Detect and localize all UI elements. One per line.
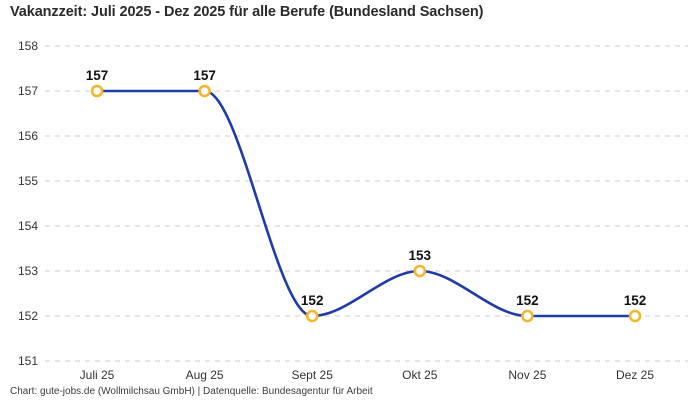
data-point-label: 152: [624, 293, 647, 308]
x-axis-tick-label: Dez 25: [616, 368, 654, 382]
data-point-label: 157: [193, 68, 216, 83]
y-axis-tick-label: 156: [18, 129, 38, 143]
y-axis-tick-label: 151: [18, 354, 38, 368]
data-point-marker: [305, 309, 319, 323]
data-point-label: 157: [86, 68, 109, 83]
y-axis-tick-label: 153: [18, 264, 38, 278]
y-axis-tick-label: 152: [18, 309, 38, 323]
y-axis-tick-label: 154: [18, 219, 38, 233]
data-point-label: 152: [516, 293, 539, 308]
chart-title: Vakanzzeit: Juli 2025 - Dez 2025 für all…: [10, 4, 484, 20]
chart-attribution: Chart: gute-jobs.de (Wollmilchsau GmbH) …: [10, 386, 373, 397]
x-axis-tick-label: Okt 25: [402, 368, 438, 382]
data-point-marker: [413, 264, 427, 278]
data-line: [97, 89, 635, 318]
data-point-label: 153: [409, 248, 432, 263]
y-axis-tick-label: 158: [18, 39, 38, 53]
x-axis-tick-label: Aug 25: [186, 368, 224, 382]
x-axis-tick-label: Nov 25: [508, 368, 546, 382]
data-point-marker: [198, 84, 211, 98]
data-point-marker: [628, 309, 642, 323]
data-point-label: 152: [301, 293, 324, 308]
x-axis-tick-label: Juli 25: [80, 368, 115, 382]
y-axis-tick-label: 157: [18, 84, 38, 98]
y-axis-tick-label: 155: [18, 174, 38, 188]
x-axis-tick-label: Sept 25: [292, 368, 334, 382]
data-point-marker: [90, 84, 104, 98]
data-point-marker: [521, 309, 534, 323]
